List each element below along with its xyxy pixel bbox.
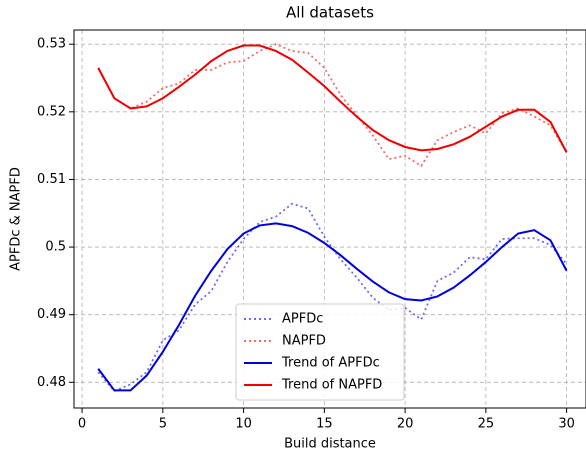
x-tick-label: 15 <box>316 417 333 432</box>
chart-title: All datasets <box>286 4 374 22</box>
x-axis-label: Build distance <box>284 437 376 452</box>
y-axis-label: APFDc & NAPFD <box>9 167 24 271</box>
x-tick-label: 0 <box>78 417 86 432</box>
legend-label: Trend of NAPFD <box>281 378 382 393</box>
legend-box <box>235 303 405 401</box>
x-tick-label: 10 <box>235 417 252 432</box>
y-tick-label: 0.48 <box>37 375 66 390</box>
x-tick-label: 30 <box>558 417 575 432</box>
y-tick-label: 0.49 <box>37 307 66 322</box>
series-line <box>97 43 568 168</box>
plot-frame <box>73 29 586 409</box>
y-tick-label: 0.51 <box>37 172 66 187</box>
legend-label: Trend of APFDc <box>281 356 380 371</box>
y-tick-label: 0.5 <box>45 240 66 255</box>
x-tick-label: 20 <box>397 417 414 432</box>
x-tick-label: 5 <box>159 417 167 432</box>
y-tick-label: 0.53 <box>37 37 66 52</box>
series-line <box>97 222 568 392</box>
legend-label: NAPFD <box>282 334 326 349</box>
y-tick-label: 0.52 <box>37 104 66 119</box>
series-line <box>97 44 568 153</box>
legend: APFDc NAPFD Trend of APFDc Trend of NAPFD <box>235 303 405 401</box>
legend-label: APFDc <box>282 312 323 327</box>
x-tick-label: 25 <box>478 417 495 432</box>
